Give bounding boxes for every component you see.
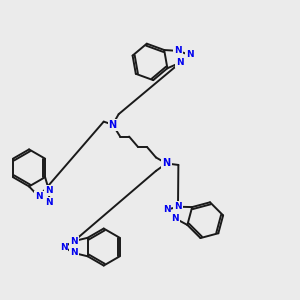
Text: N: N	[109, 120, 117, 130]
Text: N: N	[174, 202, 182, 211]
Text: N: N	[35, 192, 43, 201]
Text: N: N	[60, 242, 68, 251]
Text: N: N	[177, 58, 184, 67]
Text: N: N	[162, 158, 170, 168]
Text: N: N	[171, 214, 179, 223]
Text: N: N	[175, 46, 182, 56]
Text: N: N	[186, 50, 193, 59]
Text: N: N	[70, 237, 78, 246]
Text: N: N	[163, 205, 170, 214]
Text: N: N	[45, 186, 53, 195]
Text: N: N	[70, 248, 78, 257]
Text: N: N	[45, 198, 53, 207]
